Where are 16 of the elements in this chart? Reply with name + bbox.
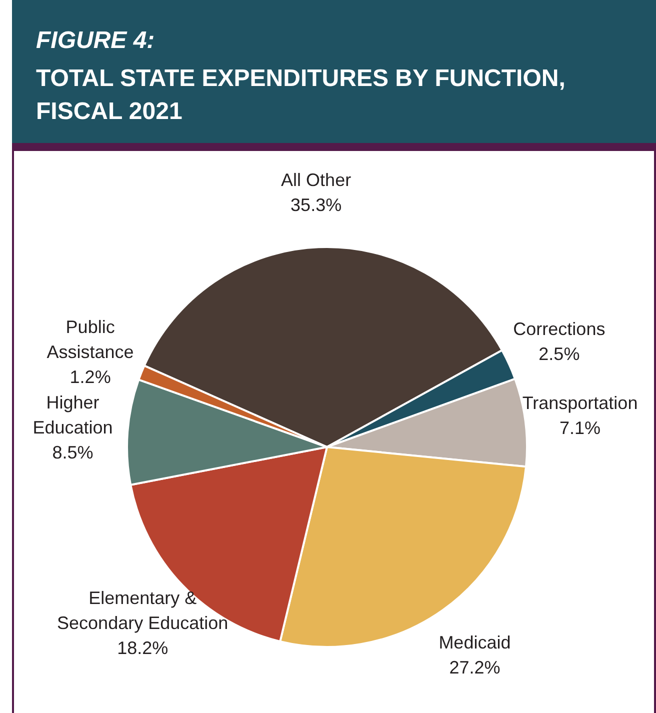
slice-label: Elementary & Secondary Education	[57, 588, 228, 634]
data-label: 27.2%	[449, 657, 500, 678]
chart-title: FIGURE 4:	[36, 27, 155, 54]
slice-label: Transportation	[522, 392, 638, 413]
data-label: 8.5%	[52, 442, 94, 463]
chart-subtitle: TOTAL STATE EXPENDITURES BY FUNCTION, FISCAL 2021	[36, 65, 566, 125]
data-label: 1.2%	[70, 367, 111, 388]
data-label: 7.1%	[560, 418, 601, 438]
data-label: 18.2%	[117, 638, 168, 658]
slice-label: Public Assistance	[46, 317, 134, 362]
slice-label: Higher Education	[32, 392, 113, 438]
slice-label: Medicaid	[438, 632, 511, 652]
slice-label: Corrections	[513, 319, 606, 340]
slice-label: All Other	[281, 170, 352, 190]
data-label: 2.5%	[538, 344, 580, 364]
data-label: 35.3%	[290, 194, 342, 215]
